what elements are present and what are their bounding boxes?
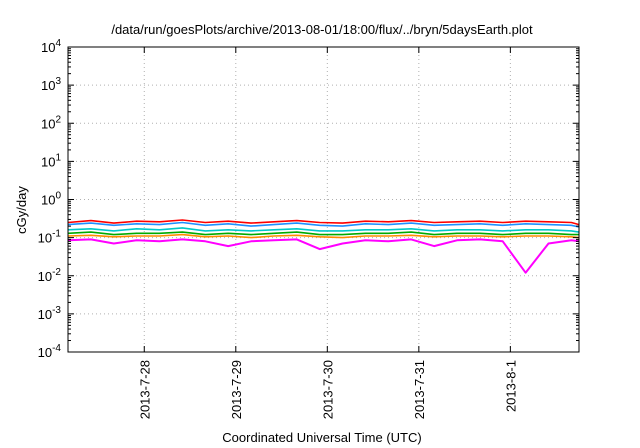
y-tick-label: 100 <box>41 191 61 208</box>
y-tick-label: 104 <box>41 38 61 55</box>
series-line-3 <box>67 227 580 233</box>
y-tick-label: 10-1 <box>38 229 62 246</box>
ticks: 10-4 10-3 10-2 10-1 100 101 102 103 104 2013-7-28… <box>38 38 579 419</box>
series-line-5 <box>67 233 580 239</box>
y-tick-label: 10-4 <box>38 343 62 360</box>
x-axis-label: Coordinated Universal Time (UTC) <box>222 430 421 445</box>
y-tick-label: 10-3 <box>38 305 62 322</box>
x-tick-label: 2013-7-30 <box>320 360 335 419</box>
series-line-1 <box>67 219 580 226</box>
grid <box>68 47 579 352</box>
chart-title: /data/run/goesPlots/archive/2013-08-01/1… <box>111 22 533 37</box>
x-tick-label: 2013-8-1 <box>503 360 518 412</box>
series-line-4 <box>67 231 579 236</box>
y-tick-label: 102 <box>41 114 61 131</box>
series-line-2 <box>67 221 580 228</box>
x-tick-label: 2013-7-31 <box>412 360 427 419</box>
y-axis-label: cGy/day <box>14 186 29 234</box>
series-line-6 <box>67 238 580 274</box>
y-tick-label: 10-2 <box>38 267 62 284</box>
series-group <box>67 219 580 274</box>
y-tick-label: 103 <box>41 76 61 93</box>
x-tick-label: 2013-7-28 <box>137 360 152 419</box>
x-tick-label: 2013-7-29 <box>229 360 244 419</box>
y-tick-label: 101 <box>41 152 61 169</box>
